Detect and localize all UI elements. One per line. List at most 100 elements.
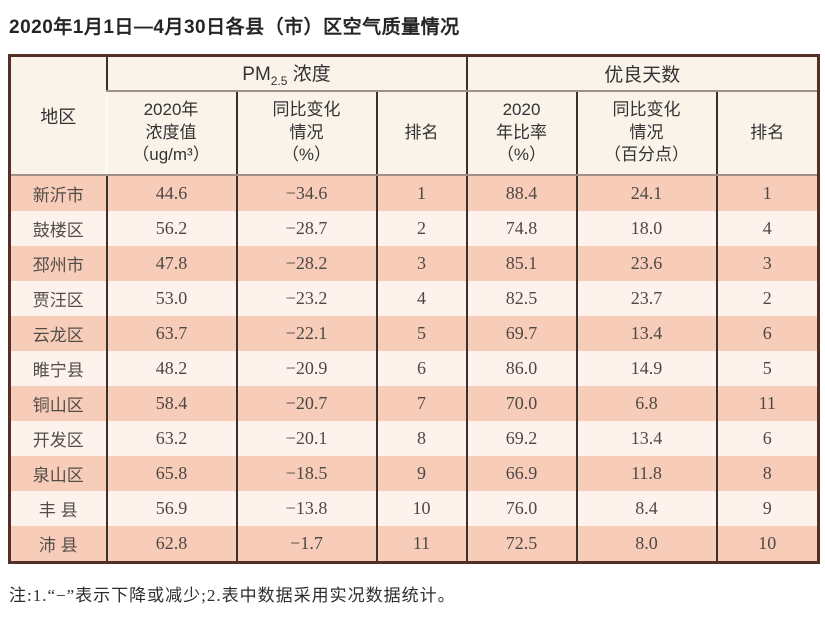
cell-pm-change: −22.1	[235, 316, 377, 351]
table-row: 邳州市 47.8 −28.2 3 85.1 23.6 3	[9, 246, 819, 281]
table-row: 泉山区 65.8 −18.5 9 66.9 11.8 8	[9, 456, 819, 491]
column-header-good-rank: 排名	[715, 91, 819, 176]
cell-good-rank: 9	[715, 491, 819, 526]
region-cell: 睢宁县	[32, 361, 84, 380]
cell-good-rank: 8	[715, 456, 819, 491]
cell-pm-rank: 10	[375, 491, 467, 526]
cell-good-change: 18.0	[575, 211, 717, 246]
cell-good-change: 13.4	[575, 316, 717, 351]
cell-pm-value: 53.0	[105, 281, 237, 316]
region-cell: 泉山区	[32, 466, 84, 485]
cell-pm-value: 65.8	[105, 456, 237, 491]
region-cell: 丰 县	[38, 501, 78, 520]
region-cell: 开发区	[32, 431, 84, 450]
cell-pm-rank: 11	[375, 526, 467, 563]
table-row: 云龙区 63.7 −22.1 5 69.7 13.4 6	[9, 316, 819, 351]
table-row: 沛 县 62.8 −1.7 11 72.5 8.0 10	[9, 526, 819, 563]
region-cell: 云龙区	[32, 326, 84, 345]
pm25-label-subscript: 2.5	[270, 73, 288, 88]
cell-good-rate: 69.2	[465, 421, 577, 456]
cell-good-change: 14.9	[575, 351, 717, 386]
table-row: 鼓楼区 56.2 −28.7 2 74.8 18.0 4	[9, 211, 819, 246]
cell-pm-change: −1.7	[235, 526, 377, 563]
region-cell: 沛 县	[38, 536, 78, 555]
footnote: 注:1.“−”表示下降或减少;2.表中数据采用实况数据统计。	[9, 586, 456, 605]
column-header-pm-rank: 排名	[375, 91, 467, 176]
table-header: 地区 PM2.5 浓度 优良天数 2020年 浓度值 （ug/m³） 同比变化 …	[9, 55, 819, 176]
cell-good-rate: 69.7	[465, 316, 577, 351]
cell-pm-value: 56.2	[105, 211, 237, 246]
cell-good-change: 13.4	[575, 421, 717, 456]
cell-good-rate: 72.5	[465, 526, 577, 563]
cell-good-rate: 76.0	[465, 491, 577, 526]
table-body: 新沂市 44.6 −34.6 1 88.4 24.1 1 鼓楼区 56.2 −28.7 2 74.8 1…	[9, 175, 819, 563]
cell-pm-value: 44.6	[105, 175, 237, 211]
cell-pm-rank: 5	[375, 316, 467, 351]
cell-pm-rank: 4	[375, 281, 467, 316]
cell-pm-change: −13.8	[235, 491, 377, 526]
cell-pm-rank: 1	[375, 175, 467, 211]
air-quality-table: 地区 PM2.5 浓度 优良天数 2020年 浓度值 （ug/m³） 同比变化 …	[8, 54, 820, 564]
cell-good-rank: 6	[715, 421, 819, 456]
group-header-row: 地区 PM2.5 浓度 优良天数	[9, 55, 819, 176]
table-row: 铜山区 58.4 −20.7 7 70.0 6.8 11	[9, 386, 819, 421]
cell-pm-value: 63.2	[105, 421, 237, 456]
cell-pm-change: −18.5	[235, 456, 377, 491]
region-cell: 鼓楼区	[32, 221, 84, 240]
column-group-good-days: 优良天数	[465, 55, 819, 92]
region-cell: 贾汪区	[32, 291, 84, 310]
cell-pm-change: −20.7	[235, 386, 377, 421]
table-row: 新沂市 44.6 −34.6 1 88.4 24.1 1	[9, 175, 819, 211]
cell-pm-rank: 2	[375, 211, 467, 246]
cell-good-change: 24.1	[575, 175, 717, 211]
sub-header-row: 2020年 浓度值 （ug/m³） 同比变化 情况 （%） 排名 2020 年比…	[10, 91, 819, 176]
cell-good-rank: 2	[715, 281, 819, 316]
cell-good-rank: 4	[715, 211, 819, 246]
cell-good-change: 8.0	[575, 526, 717, 563]
cell-pm-value: 62.8	[105, 526, 237, 563]
table-row: 贾汪区 53.0 −23.2 4 82.5 23.7 2	[9, 281, 819, 316]
cell-good-rate: 70.0	[465, 386, 577, 421]
cell-good-rank: 10	[715, 526, 819, 563]
region-cell: 邳州市	[32, 256, 84, 275]
cell-good-rank: 11	[715, 386, 819, 421]
cell-pm-rank: 9	[375, 456, 467, 491]
cell-pm-value: 56.9	[105, 491, 237, 526]
cell-good-rank: 3	[715, 246, 819, 281]
cell-good-change: 6.8	[575, 386, 717, 421]
cell-good-change: 23.7	[575, 281, 717, 316]
cell-pm-value: 47.8	[105, 246, 237, 281]
cell-good-rate: 85.1	[465, 246, 577, 281]
column-header-good-change: 同比变化 情况 （百分点）	[575, 91, 717, 176]
table-row: 睢宁县 48.2 −20.9 6 86.0 14.9 5	[9, 351, 819, 386]
table-row: 丰 县 56.9 −13.8 10 76.0 8.4 9	[9, 491, 819, 526]
cell-pm-change: −28.2	[235, 246, 377, 281]
pm25-label-main: PM	[242, 64, 271, 86]
cell-good-rate: 82.5	[465, 281, 577, 316]
page-title: 2020年1月1日—4月30日各县（市）区空气质量情况	[9, 17, 460, 38]
cell-pm-rank: 8	[375, 421, 467, 456]
pm25-label-rest: 浓度	[287, 64, 331, 86]
cell-good-rate: 74.8	[465, 211, 577, 246]
cell-pm-change: −20.1	[235, 421, 377, 456]
cell-pm-rank: 6	[375, 351, 467, 386]
cell-good-rate: 86.0	[465, 351, 577, 386]
cell-good-rank: 5	[715, 351, 819, 386]
cell-pm-rank: 3	[375, 246, 467, 281]
cell-good-rank: 1	[715, 175, 819, 211]
region-cell: 新沂市	[32, 186, 84, 205]
cell-pm-value: 58.4	[105, 386, 237, 421]
cell-pm-value: 63.7	[105, 316, 237, 351]
region-cell: 铜山区	[32, 396, 84, 415]
column-header-region: 地区	[9, 55, 107, 176]
cell-pm-change: −23.2	[235, 281, 377, 316]
cell-good-change: 11.8	[575, 456, 717, 491]
column-header-pm-change: 同比变化 情况 （%）	[235, 91, 377, 176]
cell-good-rate: 66.9	[465, 456, 577, 491]
pm25-label: PM2.5 浓度	[242, 64, 331, 88]
cell-pm-change: −20.9	[235, 351, 377, 386]
cell-good-rank: 6	[715, 316, 819, 351]
column-header-pm-value: 2020年 浓度值 （ug/m³）	[106, 91, 237, 176]
cell-good-change: 23.6	[575, 246, 717, 281]
